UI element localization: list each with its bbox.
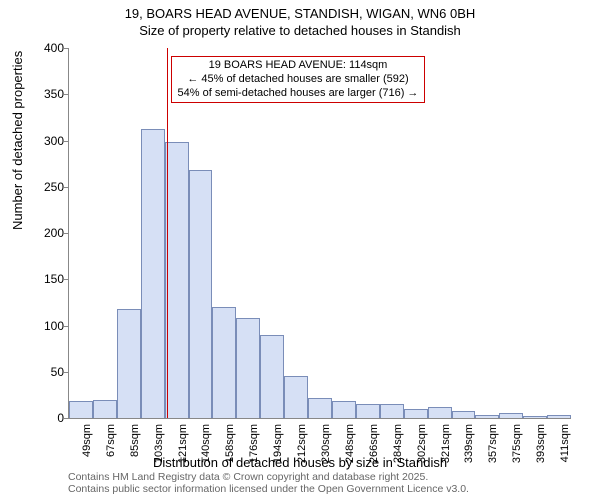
annot-line-3: 54% of semi-detached houses are larger (…	[178, 87, 419, 101]
title-line-2: Size of property relative to detached ho…	[0, 23, 600, 40]
histogram-bar	[308, 398, 332, 418]
histogram-bar	[332, 401, 356, 418]
y-tick-label: 250	[24, 180, 64, 194]
histogram-bar	[189, 170, 213, 418]
annot-line-1: 19 BOARS HEAD AVENUE: 114sqm	[178, 59, 419, 73]
histogram-bar	[475, 415, 499, 418]
histogram-bar	[69, 401, 93, 418]
histogram-bar	[547, 415, 571, 418]
y-tick-label: 50	[24, 365, 64, 379]
y-tick-label: 200	[24, 226, 64, 240]
y-tick-label: 300	[24, 134, 64, 148]
histogram-bar	[499, 413, 523, 418]
footnote-line-1: Contains HM Land Registry data © Crown c…	[68, 471, 469, 484]
footnote: Contains HM Land Registry data © Crown c…	[68, 471, 469, 496]
chart-title-block: 19, BOARS HEAD AVENUE, STANDISH, WIGAN, …	[0, 0, 600, 40]
histogram-bar	[236, 318, 260, 418]
y-axis-label: Number of detached properties	[10, 51, 25, 230]
footnote-line-2: Contains public sector information licen…	[68, 483, 469, 496]
histogram-bar	[212, 307, 236, 418]
annot-line-2: ← 45% of detached houses are smaller (59…	[178, 73, 419, 87]
histogram-bar	[141, 129, 165, 418]
y-tick-label: 150	[24, 272, 64, 286]
histogram-bar	[284, 376, 308, 418]
reference-line	[167, 48, 168, 418]
histogram-bar	[93, 400, 117, 419]
y-tick-label: 0	[24, 411, 64, 425]
title-line-1: 19, BOARS HEAD AVENUE, STANDISH, WIGAN, …	[0, 6, 600, 23]
histogram-bar	[117, 309, 141, 418]
histogram-bar	[165, 142, 189, 418]
y-tick-label: 100	[24, 319, 64, 333]
histogram-bar	[356, 404, 380, 418]
histogram-bar	[260, 335, 284, 418]
annotation-box: 19 BOARS HEAD AVENUE: 114sqm ← 45% of de…	[171, 56, 426, 103]
histogram-bar	[404, 409, 428, 418]
bars-container	[69, 48, 571, 418]
histogram-bar	[452, 411, 476, 418]
chart-plot-area: 050100150200250300350400 49sqm67sqm85sqm…	[68, 48, 571, 419]
y-tick-label: 350	[24, 87, 64, 101]
y-tick-label: 400	[24, 41, 64, 55]
x-axis-label: Distribution of detached houses by size …	[0, 455, 600, 470]
histogram-bar	[380, 404, 404, 418]
histogram-bar	[523, 416, 547, 418]
histogram-bar	[428, 407, 452, 418]
